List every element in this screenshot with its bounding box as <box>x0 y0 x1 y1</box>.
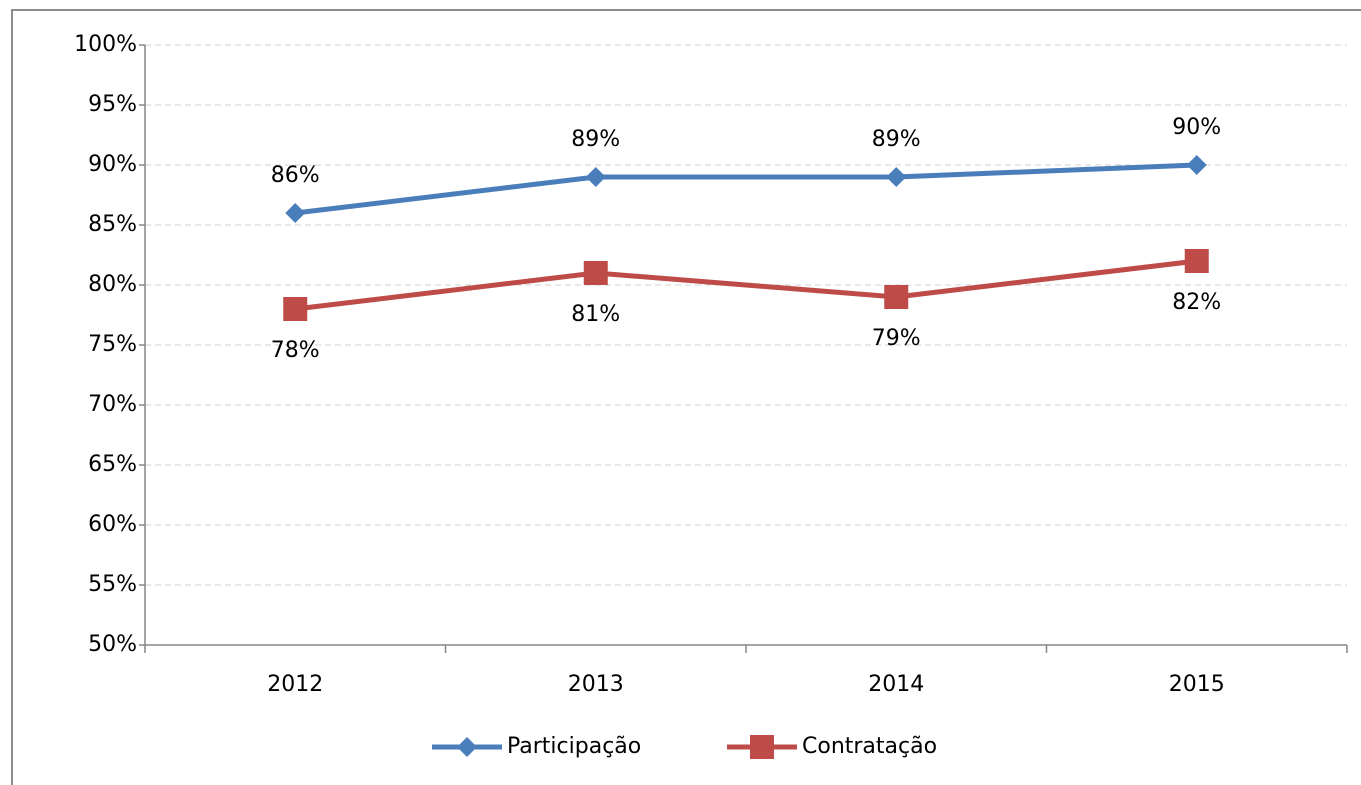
data-label: 90% <box>1172 115 1221 140</box>
legend-label: Contratação <box>802 734 937 759</box>
data-label: 89% <box>571 127 620 152</box>
data-point <box>285 203 306 223</box>
y-tick-label: 90% <box>88 152 137 177</box>
data-label: 86% <box>271 163 320 188</box>
y-tick-label: 75% <box>88 332 137 357</box>
data-point <box>884 285 909 309</box>
data-point <box>1186 155 1207 175</box>
data-point <box>283 297 308 321</box>
x-tick-label: 2014 <box>868 672 924 697</box>
chart-frame <box>11 9 1361 785</box>
y-tick-label: 80% <box>88 272 137 297</box>
data-label: 78% <box>271 338 320 363</box>
y-tick-label: 60% <box>88 512 137 537</box>
x-tick-label: 2015 <box>1169 672 1225 697</box>
series-line <box>294 162 1197 216</box>
y-tick-label: 50% <box>88 632 137 657</box>
y-tick-label: 85% <box>88 212 137 237</box>
y-tick-label: 95% <box>88 92 137 117</box>
data-label: 89% <box>872 127 921 152</box>
data-point <box>886 167 907 187</box>
data-point <box>583 261 608 285</box>
legend-marker <box>457 737 477 757</box>
data-label: 81% <box>571 302 620 327</box>
y-tick-label: 100% <box>74 32 137 57</box>
x-tick-label: 2013 <box>568 672 624 697</box>
data-label: 82% <box>1172 290 1221 315</box>
legend-marker <box>750 735 774 759</box>
series-line <box>294 258 1198 312</box>
data-point <box>585 167 606 187</box>
y-tick-label: 55% <box>88 572 137 597</box>
y-tick-label: 65% <box>88 452 137 477</box>
x-tick-label: 2012 <box>267 672 323 697</box>
legend-label: Participação <box>507 734 641 759</box>
y-tick-label: 70% <box>88 392 137 417</box>
data-point <box>1184 249 1209 273</box>
data-label: 79% <box>872 326 921 351</box>
